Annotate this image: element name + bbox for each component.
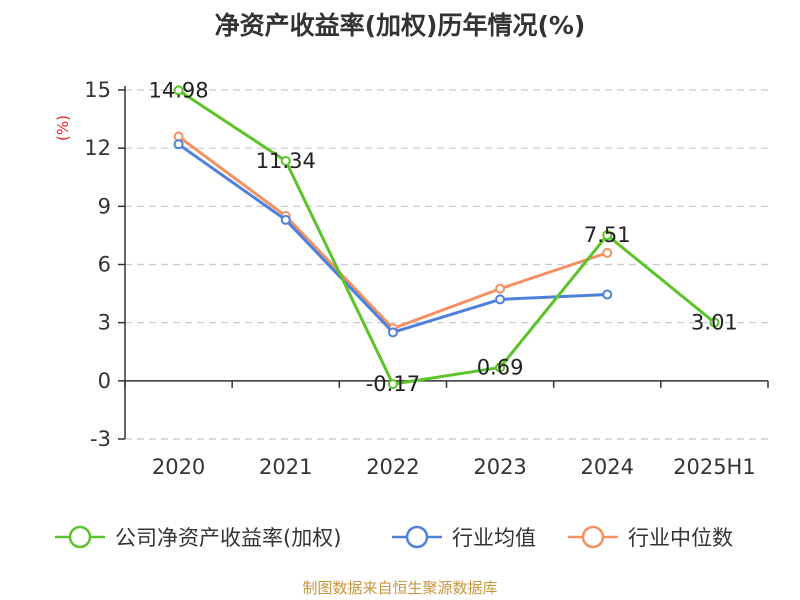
y-tick-label: 12 [84,136,111,160]
y-tick-label: 15 [84,78,111,102]
series-line [177,143,608,334]
data-source: 制图数据来自恒生聚源数据库 [302,579,498,597]
data-point [602,247,613,258]
legend-marker [68,525,92,549]
chart-title: 净资产收益率(加权)历年情况(%) [214,11,586,40]
legend-marker [581,525,605,549]
y-tick-label: -3 [90,427,111,451]
y-tick-label: 0 [98,369,111,393]
x-tick-label: 2023 [473,455,526,479]
data-label: 0.69 [477,355,524,379]
x-tick-label: 2020 [152,455,205,479]
data-point [280,155,291,166]
data-label: -0.17 [366,372,420,396]
data-point [387,379,398,390]
series-line [177,89,716,386]
data-point [602,230,613,241]
data-point [173,85,184,96]
data-point [709,317,720,328]
data-label: 7.51 [584,223,631,247]
y-tick-label: 3 [98,311,111,335]
y-tick-label: 6 [98,253,111,277]
x-tick-label: 2025H1 [673,455,756,479]
legend-marker [405,525,429,549]
data-point [495,294,506,305]
legend-label: 行业均值 [452,526,536,550]
legend-label: 行业中位数 [628,526,733,550]
legend-label: 公司净资产收益率(加权) [115,526,341,550]
data-label: 11.34 [256,149,316,173]
x-tick-label: 2021 [259,455,312,479]
x-tick-label: 2024 [581,455,634,479]
data-point [387,327,398,338]
series-line [177,135,608,330]
data-point [173,139,184,150]
x-tick-label: 2022 [366,455,419,479]
y-axis-label: (%) [54,115,72,141]
data-point [495,362,506,373]
data-point [495,283,506,294]
data-label: 3.01 [691,310,738,334]
y-tick-label: 9 [98,194,111,218]
data-point [280,214,291,225]
data-point [602,289,613,300]
data-label: 14.98 [149,78,209,102]
